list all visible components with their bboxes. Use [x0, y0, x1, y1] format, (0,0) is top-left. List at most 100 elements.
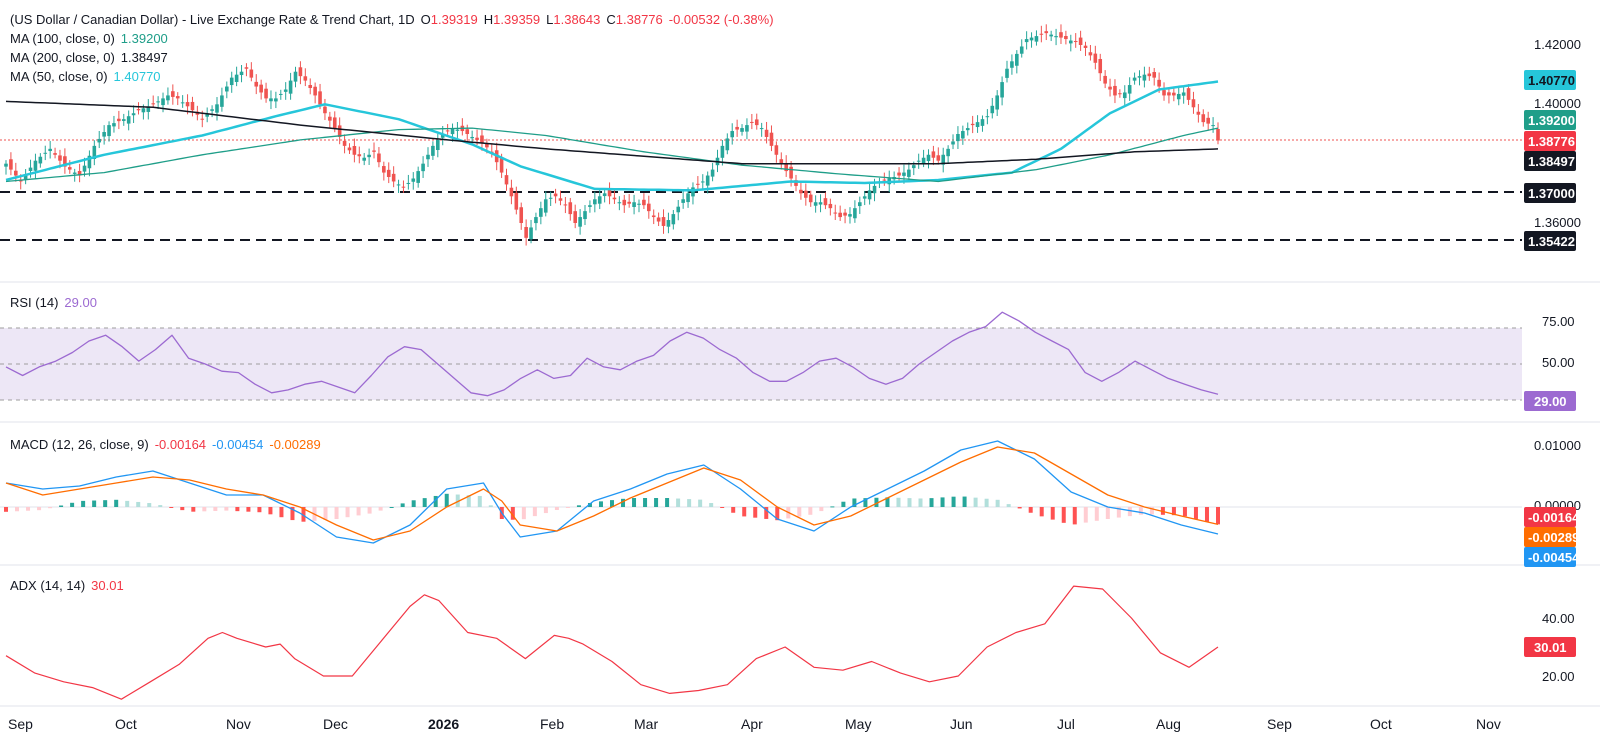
candle-body	[637, 203, 641, 205]
macd-hist-bar	[301, 507, 306, 522]
x-tick-label: 2026	[428, 716, 459, 732]
candle-body	[1064, 35, 1068, 40]
candle-body	[583, 211, 587, 220]
candle-body	[632, 202, 636, 208]
rsi-panel[interactable]	[5, 311, 1219, 397]
macd-hist-bar	[841, 501, 846, 507]
candle-body	[1162, 90, 1166, 96]
candle-body	[720, 145, 725, 158]
legend-ma100[interactable]: MA (100, close, 0) 1.39200	[10, 31, 168, 46]
candle-body	[1147, 73, 1152, 77]
x-tick-label: Aug	[1156, 716, 1181, 732]
candle-body	[328, 116, 332, 121]
legend-ma50[interactable]: MA (50, close, 0) 1.40770	[10, 69, 161, 84]
macd-hist-bar	[444, 493, 449, 507]
macd-hist-bar	[1138, 507, 1143, 515]
candle-body	[833, 212, 838, 214]
candle-body	[642, 199, 646, 206]
macd-panel[interactable]	[4, 440, 1220, 544]
candle-body	[524, 227, 528, 238]
candle-body	[671, 214, 676, 225]
macd-hist-bar	[1072, 507, 1077, 525]
legend-adx[interactable]: ADX (14, 14) 30.01	[10, 578, 124, 593]
candle-body	[656, 217, 661, 222]
candle-body	[779, 159, 784, 164]
candle-body	[1039, 33, 1044, 35]
candle-body	[1132, 77, 1137, 81]
macd-hist-bar	[1061, 507, 1066, 523]
macd-hist-bar	[323, 507, 328, 520]
macd-hist-bar	[114, 499, 119, 507]
candle-body	[1054, 36, 1058, 38]
macd-hist-bar	[389, 507, 394, 508]
macd-hist-bar	[1116, 507, 1121, 518]
candle-body	[171, 91, 175, 97]
macd-hist-bar	[973, 497, 978, 507]
legend-macd[interactable]: MACD (12, 26, close, 9) -0.00164 -0.00454-…	[10, 437, 321, 452]
candle-body	[1137, 76, 1142, 78]
candle-body	[804, 190, 808, 198]
adx-tick-20: 20.00	[1542, 669, 1575, 684]
macd-hist-bar	[4, 507, 8, 512]
candle-body	[647, 203, 651, 212]
macd-hist-bar	[202, 507, 207, 512]
candle-body	[377, 153, 381, 163]
x-tick-label: Sep	[8, 716, 33, 732]
candle-body	[126, 116, 131, 124]
candle-body	[38, 156, 43, 164]
candle-body	[588, 205, 592, 207]
candle-body	[1142, 74, 1147, 81]
svg-text:29.00: 29.00	[1534, 394, 1567, 409]
legend-rsi[interactable]: RSI (14) 29.00	[10, 295, 97, 310]
tag-macd-line: -0.00164	[1524, 507, 1580, 527]
macd-hist-bar	[532, 507, 537, 517]
legend-ma200[interactable]: MA (200, close, 0) 1.38497	[10, 50, 168, 65]
tag-level1: 1.37000	[1524, 183, 1576, 203]
candle-body	[808, 194, 813, 203]
svg-text:1.37000: 1.37000	[1528, 186, 1575, 201]
candle-body	[573, 211, 577, 223]
candle-body	[1005, 68, 1009, 78]
macd-hist-bar	[1127, 507, 1132, 517]
candle-body	[14, 170, 18, 176]
candle-body	[1044, 31, 1049, 34]
candle-body	[9, 159, 13, 170]
candle-body	[362, 157, 367, 161]
macd-hist-bar	[48, 507, 53, 509]
candle-body	[180, 102, 185, 104]
tag-adx: 30.01	[1524, 637, 1576, 657]
candle-body	[911, 165, 916, 169]
x-tick-label: Sep	[1267, 716, 1292, 732]
candle-body	[58, 155, 62, 161]
x-tick-label: Mar	[634, 716, 658, 732]
candle-body	[82, 165, 87, 172]
candle-body	[730, 131, 735, 138]
adx-panel[interactable]	[5, 585, 1219, 700]
candle-body	[225, 86, 229, 92]
candle-body	[1191, 99, 1196, 108]
candle-body	[23, 174, 28, 180]
candle-body	[455, 129, 460, 131]
macd-hist-bar	[896, 497, 901, 507]
candle-body	[754, 119, 759, 126]
candle-body	[740, 128, 744, 132]
candle-body	[342, 140, 347, 146]
candle-body	[1049, 34, 1053, 37]
x-tick-label: Jul	[1057, 716, 1075, 732]
candle-body	[725, 138, 730, 151]
macd-hist-bar	[15, 507, 20, 512]
candle-body	[1059, 32, 1063, 38]
tag-hist: -0.00289	[1524, 527, 1579, 547]
candle-body	[298, 67, 303, 77]
macd-tick-001: 0.01000	[1534, 438, 1581, 453]
candle-body	[475, 137, 479, 140]
candle-body	[676, 206, 681, 213]
candle-body	[1216, 129, 1220, 141]
svg-text:1.38776: 1.38776	[1528, 134, 1575, 149]
candle-body	[254, 81, 259, 87]
candle-body	[995, 95, 999, 110]
macd-hist-bar	[488, 505, 493, 507]
price-panel[interactable]	[4, 24, 1220, 246]
candle-body	[264, 88, 268, 99]
